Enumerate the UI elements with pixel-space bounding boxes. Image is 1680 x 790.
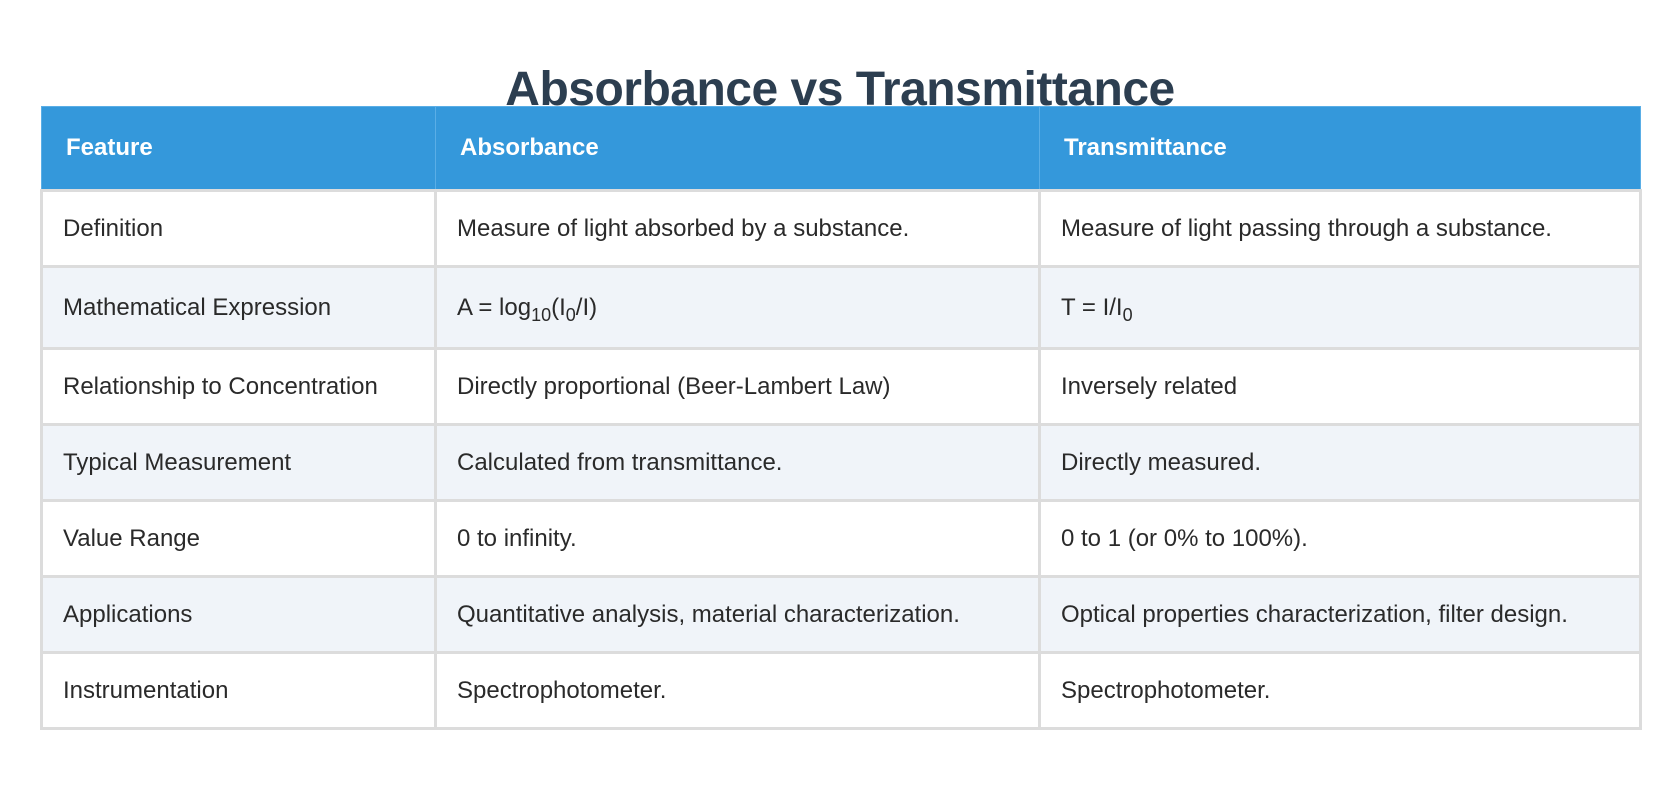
cell-feature: Instrumentation	[40, 651, 437, 730]
cell-feature: Relationship to Concentration	[40, 347, 437, 426]
cell-transmittance: Inversely related	[1038, 347, 1642, 426]
cell-transmittance-formula: T = I/I0	[1038, 265, 1642, 350]
table-header-row: Feature Absorbance Transmittance	[41, 106, 1641, 191]
table-row: Applications Quantitative analysis, mate…	[40, 575, 1642, 654]
table-row: Relationship to Concentration Directly p…	[40, 347, 1642, 426]
cell-absorbance: Spectrophotometer.	[434, 651, 1041, 730]
header-transmittance: Transmittance	[1039, 106, 1641, 191]
cell-transmittance: Optical properties characterization, fil…	[1038, 575, 1642, 654]
cell-transmittance: Spectrophotometer.	[1038, 651, 1642, 730]
cell-absorbance: 0 to infinity.	[434, 499, 1041, 578]
comparison-table: Feature Absorbance Transmittance Definit…	[40, 106, 1642, 730]
table-row: Instrumentation Spectrophotometer. Spect…	[40, 651, 1642, 730]
formula-part: /I)	[575, 293, 598, 321]
header-feature: Feature	[41, 106, 436, 191]
cell-feature: Mathematical Expression	[40, 265, 437, 350]
formula-subscript: 10	[531, 304, 552, 325]
cell-transmittance: 0 to 1 (or 0% to 100%).	[1038, 499, 1642, 578]
formula-part: A = log	[457, 293, 532, 321]
cell-transmittance: Measure of light passing through a subst…	[1038, 189, 1642, 268]
header-absorbance: Absorbance	[435, 106, 1040, 191]
cell-feature: Definition	[40, 189, 437, 268]
cell-absorbance: Quantitative analysis, material characte…	[434, 575, 1041, 654]
cell-feature: Value Range	[40, 499, 437, 578]
formula-subscript: 0	[565, 304, 576, 325]
table-row: Mathematical Expression A = log10(I0/I) …	[40, 265, 1642, 350]
cell-absorbance: Calculated from transmittance.	[434, 423, 1041, 502]
cell-absorbance-formula: A = log10(I0/I)	[434, 265, 1041, 350]
cell-absorbance: Directly proportional (Beer-Lambert Law)	[434, 347, 1041, 426]
cell-feature: Typical Measurement	[40, 423, 437, 502]
table-row: Typical Measurement Calculated from tran…	[40, 423, 1642, 502]
formula-part: T = I/I	[1061, 293, 1123, 321]
formula-part: (I	[551, 293, 566, 321]
cell-feature: Applications	[40, 575, 437, 654]
cell-absorbance: Measure of light absorbed by a substance…	[434, 189, 1041, 268]
formula-subscript: 0	[1122, 304, 1133, 325]
table-row: Value Range 0 to infinity. 0 to 1 (or 0%…	[40, 499, 1642, 578]
table-row: Definition Measure of light absorbed by …	[40, 189, 1642, 268]
cell-transmittance: Directly measured.	[1038, 423, 1642, 502]
